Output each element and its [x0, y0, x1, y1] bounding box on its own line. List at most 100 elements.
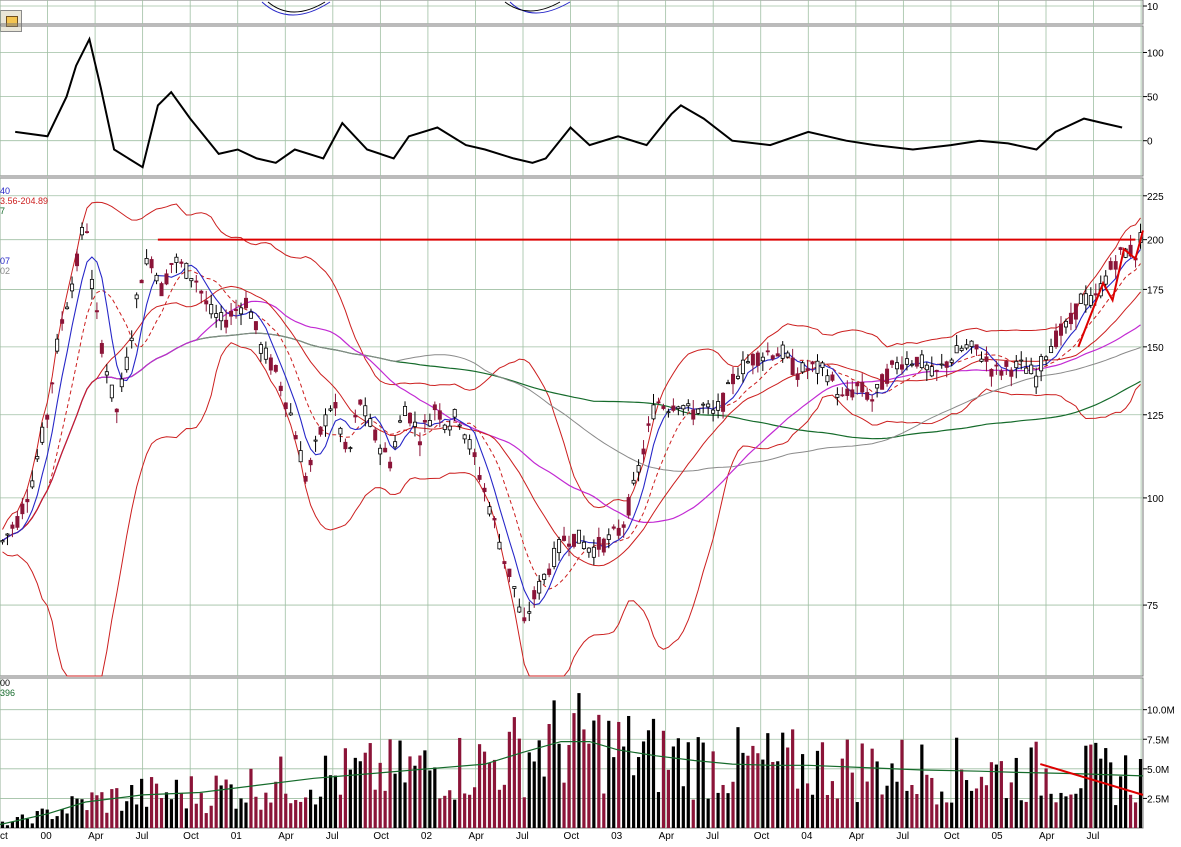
candle-body: [89, 278, 94, 290]
volume-bar: [477, 744, 482, 828]
volume-bar: [65, 813, 69, 828]
candle-body: [159, 283, 164, 297]
candle-body: [278, 385, 283, 392]
volume-bar: [1074, 793, 1078, 828]
candle-body: [810, 361, 815, 365]
volume-bar: [304, 797, 308, 828]
top-strip-panel: [261, 1, 571, 16]
candle-body: [338, 427, 343, 435]
volume-bar: [900, 739, 904, 828]
volume-bar: [1119, 776, 1123, 828]
candle-body: [1113, 261, 1118, 270]
candle-body: [139, 279, 144, 284]
candle-body: [507, 568, 512, 578]
volume-legend-label: 396: [0, 688, 15, 698]
candle-body: [497, 541, 502, 550]
price-tick-label: 100: [1147, 494, 1164, 505]
volume-bar: [130, 785, 134, 828]
volume-bar: [701, 742, 705, 828]
candle-body: [1029, 364, 1034, 375]
volume-bar: [860, 743, 864, 828]
candle-body: [606, 534, 611, 540]
candle-body: [283, 402, 288, 410]
candle-body: [328, 408, 333, 411]
volume-bar: [781, 732, 785, 828]
candle-body: [731, 373, 736, 385]
volume-bar: [602, 793, 606, 828]
candle-body: [1034, 375, 1039, 388]
x-tick-label: Apr: [278, 831, 294, 842]
indicator-frame: [0, 25, 1144, 177]
candle-body: [60, 319, 65, 324]
candle-body: [55, 338, 60, 352]
volume-bar: [895, 781, 899, 828]
candle-body: [452, 409, 457, 418]
candle-body: [65, 306, 70, 310]
volume-bar: [636, 757, 641, 828]
volume-bar: [1044, 768, 1048, 828]
candle-body: [880, 374, 885, 390]
x-tick-label: Oct: [373, 831, 389, 842]
x-tick-label: Jul: [1087, 831, 1100, 842]
volume-bar: [1014, 757, 1018, 828]
volume-bar: [1039, 795, 1043, 828]
candle-body: [398, 420, 403, 423]
volume-bar: [1009, 782, 1013, 828]
x-tick-label: Oct: [944, 831, 960, 842]
volume-bar: [239, 798, 243, 828]
candle-body: [571, 533, 576, 547]
candle-body: [621, 524, 626, 528]
candle-body: [149, 259, 154, 269]
candle-body: [994, 364, 999, 367]
indicator-panel: [15, 36, 1123, 169]
candle-body: [1009, 369, 1014, 377]
volume-bar: [1094, 742, 1098, 828]
x-tick-label: Jul: [136, 831, 149, 842]
candle-body: [303, 476, 308, 482]
candle-body: [268, 357, 273, 371]
candle-body: [94, 310, 99, 313]
volume-bar: [1089, 744, 1093, 828]
price-tick-label: 175: [1147, 285, 1164, 296]
volume-bar: [443, 795, 447, 828]
volume-bar: [845, 739, 849, 828]
volume-bar: [254, 796, 258, 828]
top-strip-line-blue-2: [509, 1, 571, 14]
x-tick-label: 05: [991, 831, 1003, 842]
volume-bar: [502, 784, 507, 828]
volume-bar: [920, 744, 924, 828]
price-legend-label: 7: [0, 206, 5, 216]
volume-bar: [905, 790, 909, 828]
candle-body: [904, 358, 909, 365]
volume-bar: [994, 764, 998, 828]
annotations: [157, 230, 1144, 348]
volume-bar: [40, 808, 44, 828]
candle-body: [641, 448, 646, 455]
volume-bar: [10, 821, 15, 828]
volume-bar: [458, 737, 462, 828]
volume-bar: [716, 792, 720, 828]
volume-trend-line: [1040, 763, 1144, 796]
candle-body: [646, 423, 651, 426]
volume-bar: [164, 792, 169, 828]
candle-body: [512, 586, 517, 589]
x-tick-label: Jul: [326, 831, 339, 842]
volume-bar: [20, 814, 24, 828]
volume-bar: [145, 806, 149, 828]
volume-bar: [706, 798, 710, 828]
volume-bar: [721, 784, 725, 828]
candle-body: [184, 262, 189, 279]
volume-bar: [95, 795, 99, 828]
candle-body: [815, 360, 820, 374]
volume-bar: [617, 721, 621, 828]
volume-bar: [1109, 762, 1113, 828]
volume-bar: [597, 714, 601, 828]
price-tick-label: 150: [1147, 343, 1164, 354]
candle-body: [949, 359, 954, 363]
candle-body: [735, 375, 740, 379]
candle-body: [820, 362, 825, 368]
volume-bar: [448, 790, 452, 828]
moving-average-red-dashed: [2, 263, 1141, 590]
volume-bar: [105, 812, 109, 828]
volume-bar: [487, 762, 492, 828]
